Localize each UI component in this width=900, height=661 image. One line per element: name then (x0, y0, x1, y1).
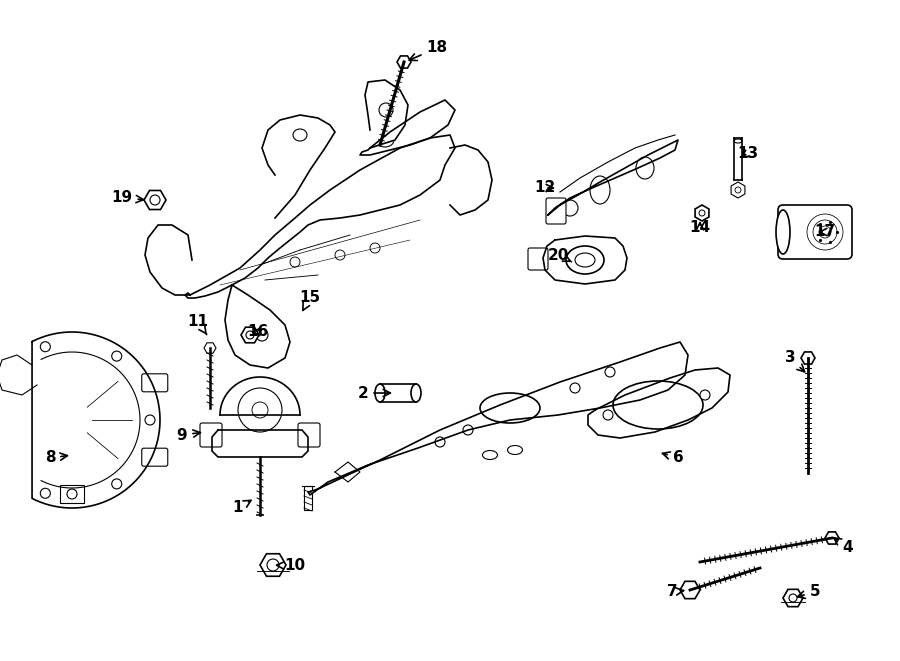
Text: 15: 15 (300, 290, 320, 311)
Ellipse shape (293, 129, 307, 141)
Text: 3: 3 (785, 350, 805, 371)
Text: 10: 10 (276, 559, 306, 574)
Polygon shape (241, 327, 259, 343)
FancyBboxPatch shape (546, 198, 566, 224)
Polygon shape (212, 430, 308, 457)
Circle shape (67, 489, 77, 499)
Text: 8: 8 (45, 451, 68, 465)
Ellipse shape (776, 210, 790, 254)
Ellipse shape (480, 393, 540, 423)
Polygon shape (801, 352, 815, 364)
Circle shape (813, 220, 837, 244)
Circle shape (605, 367, 615, 377)
FancyBboxPatch shape (142, 374, 167, 392)
Polygon shape (731, 182, 745, 198)
FancyBboxPatch shape (778, 205, 852, 259)
Polygon shape (680, 581, 700, 599)
Text: 2: 2 (357, 385, 391, 401)
Ellipse shape (411, 384, 421, 402)
Circle shape (379, 103, 393, 117)
Text: 20: 20 (547, 247, 572, 262)
Ellipse shape (636, 157, 654, 179)
Text: 6: 6 (662, 451, 683, 465)
Circle shape (335, 250, 345, 260)
Circle shape (819, 226, 831, 238)
Circle shape (40, 342, 50, 352)
Ellipse shape (613, 381, 703, 429)
Circle shape (145, 415, 155, 425)
Polygon shape (397, 56, 411, 68)
Polygon shape (204, 343, 216, 353)
Circle shape (562, 200, 578, 216)
Bar (304, 486, 312, 510)
Polygon shape (695, 205, 709, 221)
Ellipse shape (482, 451, 498, 459)
Polygon shape (144, 190, 166, 210)
Text: 7: 7 (667, 584, 684, 600)
Text: 19: 19 (112, 190, 143, 206)
Circle shape (700, 390, 710, 400)
Ellipse shape (734, 139, 742, 143)
Circle shape (735, 187, 741, 193)
Circle shape (112, 351, 122, 361)
Polygon shape (260, 554, 286, 576)
Polygon shape (225, 285, 290, 368)
Polygon shape (308, 342, 688, 495)
Text: 13: 13 (737, 145, 759, 161)
Text: 18: 18 (410, 40, 447, 61)
Bar (60, 485, 84, 503)
Circle shape (256, 329, 268, 341)
Circle shape (238, 388, 282, 432)
FancyBboxPatch shape (200, 423, 222, 447)
Circle shape (252, 402, 268, 418)
Circle shape (370, 243, 380, 253)
FancyBboxPatch shape (142, 448, 167, 466)
Text: 5: 5 (797, 584, 820, 600)
Polygon shape (682, 583, 698, 597)
Polygon shape (365, 80, 408, 148)
Circle shape (789, 594, 797, 602)
Circle shape (150, 195, 160, 205)
Text: 16: 16 (248, 325, 268, 340)
Polygon shape (360, 100, 455, 155)
Circle shape (267, 559, 279, 571)
Ellipse shape (376, 133, 394, 147)
Ellipse shape (375, 384, 385, 402)
Circle shape (807, 214, 843, 250)
Circle shape (290, 257, 300, 267)
Text: 11: 11 (187, 315, 209, 334)
Circle shape (699, 210, 705, 216)
Polygon shape (543, 236, 627, 284)
Circle shape (570, 383, 580, 393)
Polygon shape (185, 135, 455, 298)
Circle shape (246, 331, 254, 339)
Polygon shape (32, 332, 160, 508)
Ellipse shape (590, 176, 610, 204)
Text: 1: 1 (233, 500, 251, 516)
Polygon shape (335, 462, 360, 482)
Text: 9: 9 (176, 428, 201, 442)
Circle shape (40, 488, 50, 498)
FancyBboxPatch shape (298, 423, 320, 447)
Text: 17: 17 (814, 225, 835, 239)
Polygon shape (220, 377, 300, 415)
Circle shape (435, 437, 445, 447)
Ellipse shape (575, 253, 595, 267)
Polygon shape (548, 140, 678, 215)
Polygon shape (588, 368, 730, 438)
Ellipse shape (508, 446, 523, 455)
Circle shape (603, 410, 613, 420)
Polygon shape (262, 115, 335, 218)
Text: 12: 12 (535, 180, 555, 196)
Text: 14: 14 (689, 221, 711, 235)
FancyBboxPatch shape (528, 248, 548, 270)
Text: 4: 4 (833, 537, 853, 555)
Ellipse shape (566, 246, 604, 274)
Circle shape (463, 425, 473, 435)
Circle shape (112, 479, 122, 489)
Polygon shape (783, 590, 803, 607)
Polygon shape (825, 532, 839, 544)
